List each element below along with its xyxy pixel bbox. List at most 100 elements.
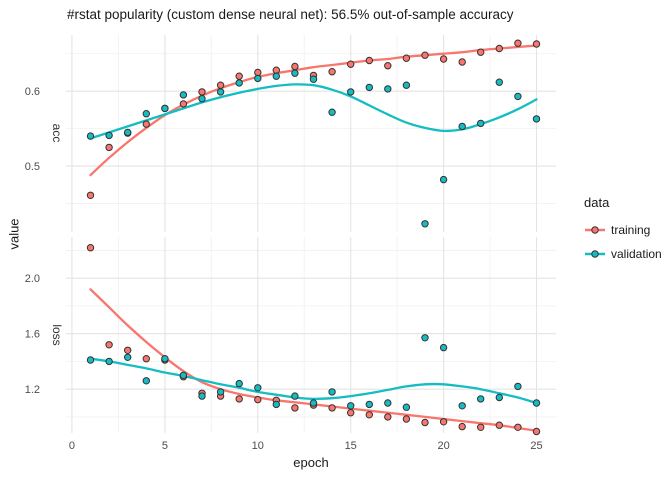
data-point-acc-training — [495, 44, 503, 53]
y-tick-label-acc: 0.5 — [25, 161, 40, 173]
points-acc-training — [86, 39, 541, 200]
data-point-loss-training — [458, 422, 466, 431]
data-point-loss-validation — [216, 388, 225, 396]
data-point-loss-training — [532, 427, 541, 436]
data-point-loss-validation — [291, 392, 299, 400]
legend-label-training: training — [611, 223, 651, 237]
x-tick-label: 5 — [162, 440, 168, 452]
data-point-acc-validation — [86, 132, 95, 140]
data-point-acc-training — [402, 54, 411, 62]
data-point-acc-validation — [142, 110, 151, 118]
data-point-loss-validation — [439, 343, 448, 352]
points-acc-validation — [86, 69, 541, 228]
data-point-loss-training — [421, 418, 429, 427]
data-point-loss-validation — [235, 379, 243, 388]
legend-title: data — [584, 195, 610, 210]
data-point-acc-validation — [384, 85, 392, 93]
data-point-loss-training — [124, 346, 132, 354]
y-tick-label-acc: 0.6 — [25, 86, 40, 98]
data-point-loss-validation — [458, 402, 466, 410]
data-point-acc-validation — [328, 108, 336, 116]
data-point-acc-validation — [495, 78, 503, 86]
data-point-acc-validation — [161, 104, 169, 113]
data-point-acc-training — [179, 100, 188, 108]
y-tick-label-loss: 2.0 — [25, 273, 40, 285]
data-point-acc-validation — [272, 72, 280, 80]
data-point-loss-validation — [402, 403, 411, 411]
data-point-acc-validation — [402, 81, 411, 89]
data-point-acc-training — [365, 56, 373, 65]
x-tick-label: 10 — [252, 440, 264, 452]
data-point-acc-training — [142, 120, 151, 128]
x-tick-label: 0 — [69, 440, 75, 452]
data-point-loss-training — [235, 395, 243, 403]
data-point-loss-training — [291, 404, 299, 412]
data-point-acc-validation — [235, 79, 243, 87]
data-point-loss-training — [254, 395, 262, 404]
legend-entry-training: training — [584, 218, 662, 242]
data-point-loss-training — [402, 415, 411, 423]
data-point-loss-validation — [161, 355, 169, 363]
data-point-loss-validation — [179, 371, 188, 379]
smooth-line-loss-training — [89, 288, 538, 432]
data-point-acc-training — [328, 68, 336, 76]
smooth-line-loss-validation — [89, 357, 538, 405]
x-tick-label: 25 — [530, 440, 542, 452]
data-point-loss-training — [365, 411, 373, 419]
data-point-loss-training — [105, 341, 113, 349]
data-point-loss-validation — [254, 384, 262, 392]
panel-loss — [66, 237, 556, 436]
data-point-loss-validation — [347, 402, 355, 410]
data-point-loss-training — [142, 355, 151, 363]
x-tick-label: 20 — [437, 440, 449, 452]
data-point-acc-training — [291, 62, 299, 71]
data-point-acc-validation — [105, 131, 113, 140]
data-point-loss-validation — [365, 400, 373, 409]
y-axis-title: value — [6, 218, 22, 250]
legend-key-training-icon — [585, 226, 605, 234]
legend: data training validation — [584, 195, 662, 266]
x-axis-title: epoch — [293, 455, 329, 470]
legend-entry-validation: validation — [584, 242, 662, 266]
y-tick-label-loss: 1.2 — [25, 384, 40, 396]
data-point-loss-validation — [532, 399, 541, 407]
data-point-acc-validation — [291, 69, 299, 77]
data-point-acc-validation — [254, 74, 262, 83]
data-point-acc-validation — [458, 122, 466, 131]
data-point-loss-validation — [514, 382, 522, 391]
data-point-loss-training — [495, 421, 503, 429]
data-point-loss-validation — [272, 400, 280, 409]
data-point-acc-validation — [309, 75, 318, 83]
legend-key-validation-icon — [585, 250, 605, 258]
x-tick-label: 15 — [345, 440, 357, 452]
data-point-acc-training — [439, 55, 448, 63]
data-point-loss-validation — [328, 388, 336, 396]
data-point-acc-training — [514, 39, 522, 47]
data-point-loss-training — [86, 244, 95, 252]
data-point-loss-validation — [142, 377, 151, 385]
data-point-acc-training — [477, 48, 485, 56]
data-point-acc-validation — [216, 88, 225, 96]
data-point-loss-validation — [86, 356, 95, 364]
data-point-loss-validation — [477, 395, 485, 403]
data-point-acc-validation — [124, 128, 132, 137]
data-point-acc-training — [384, 61, 392, 70]
data-point-acc-training — [458, 58, 466, 66]
data-point-loss-training — [439, 418, 448, 426]
data-point-acc-validation — [347, 88, 355, 96]
data-point-acc-training — [105, 143, 113, 152]
data-point-acc-training — [272, 66, 280, 74]
facet-strip-loss: loss — [50, 324, 64, 346]
data-point-loss-training — [477, 423, 485, 431]
data-point-acc-training — [532, 40, 541, 48]
data-point-loss-validation — [309, 399, 318, 407]
data-point-acc-training — [347, 60, 355, 68]
panel-acc — [66, 35, 556, 232]
points-loss-validation — [86, 334, 541, 411]
y-tick-label-loss: 1.6 — [25, 329, 40, 341]
data-point-loss-training — [384, 413, 392, 421]
data-point-acc-validation — [421, 220, 429, 228]
data-point-loss-validation — [105, 357, 113, 366]
chart-title: #rstat popularity (custom dense neural n… — [67, 7, 514, 22]
